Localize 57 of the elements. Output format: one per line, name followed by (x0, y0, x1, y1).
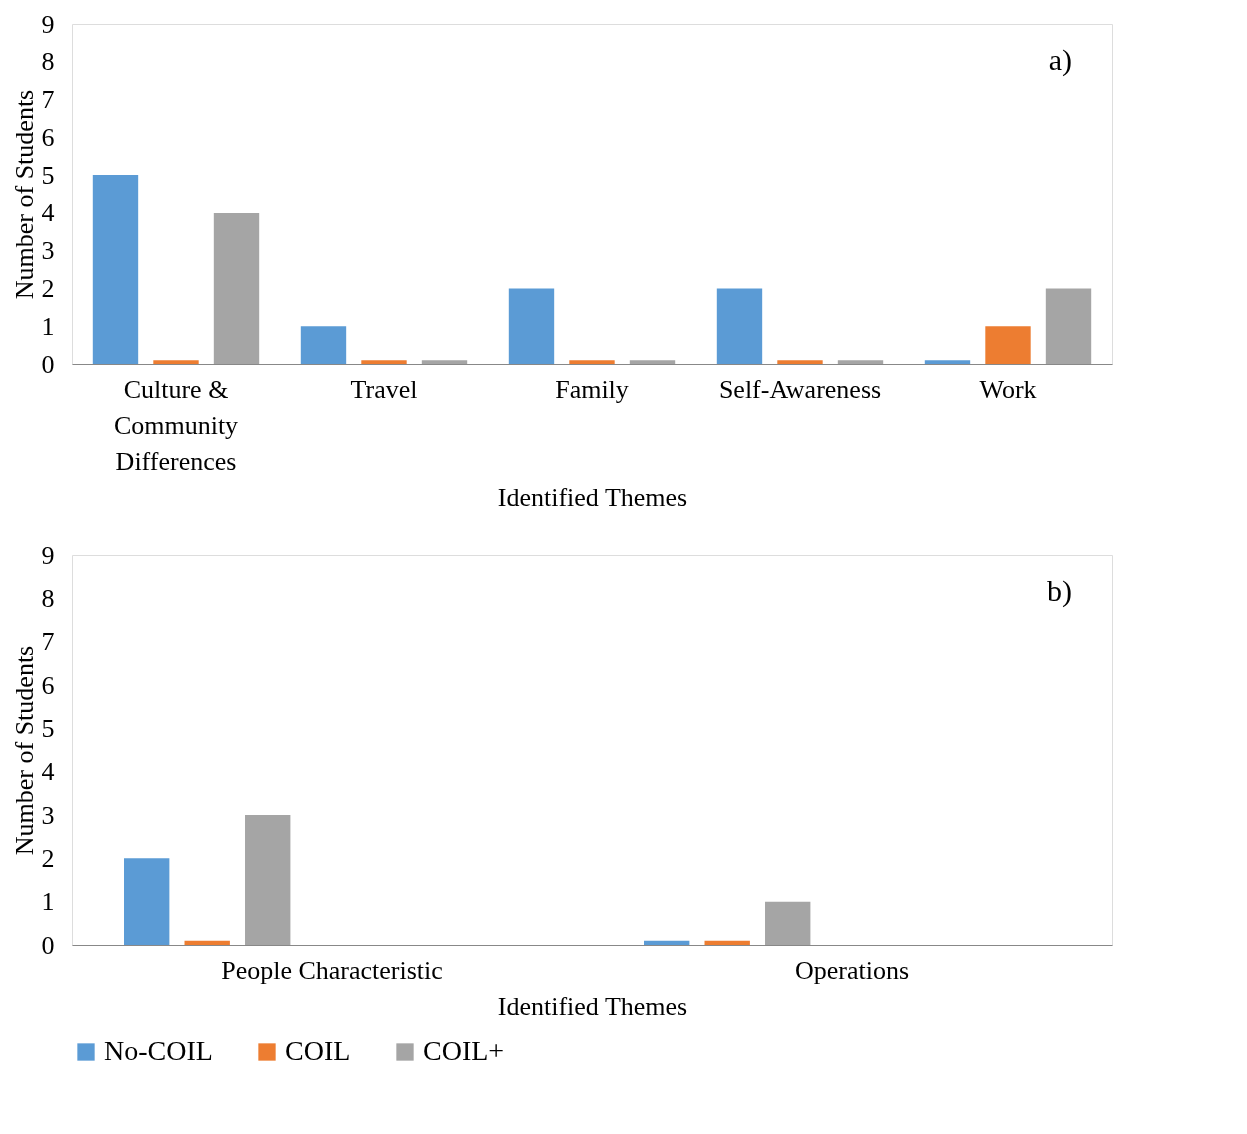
legend-label: COIL+ (423, 1035, 505, 1066)
bar (245, 815, 291, 945)
bar (213, 212, 260, 364)
x-tick-label: Culture & Community Differences (113, 374, 239, 476)
y-tick-label: 3 (41, 800, 55, 830)
y-tick-label: 6 (41, 670, 55, 700)
y-axis-title: Number of Students (9, 645, 39, 856)
y-tick-label: 7 (41, 627, 55, 657)
x-tick-label: Work (979, 374, 1037, 404)
bar (421, 360, 468, 364)
y-tick-label: 6 (41, 122, 55, 152)
y-tick-label: 7 (41, 85, 55, 115)
x-axis-title: Identified Themes (497, 991, 688, 1021)
y-tick-label: 9 (41, 9, 55, 39)
x-tick-label: Operations (794, 955, 910, 985)
bar (924, 360, 971, 364)
x-tick-label: People Characteristic (221, 955, 443, 985)
bar (985, 326, 1031, 364)
y-tick-label: 5 (41, 713, 55, 743)
legend-label: COIL (285, 1035, 351, 1066)
bar (153, 360, 199, 364)
y-tick-label: 3 (41, 236, 55, 266)
y-tick-label: 2 (41, 273, 55, 303)
bar (765, 901, 811, 945)
y-tick-label: 0 (41, 930, 55, 960)
bar (1045, 288, 1092, 364)
y-tick-label: 8 (41, 583, 55, 613)
x-tick-label: Family (555, 374, 629, 404)
x-axis-title: Identified Themes (497, 482, 688, 512)
bar (644, 940, 690, 945)
bar (508, 288, 555, 364)
bar (629, 360, 676, 364)
bar (92, 175, 139, 364)
y-tick-label: 5 (41, 160, 55, 190)
y-axis-title: Number of Students (9, 89, 39, 300)
y-tick-label: 2 (41, 843, 55, 873)
y-tick-label: 1 (41, 311, 55, 341)
bar (124, 858, 170, 945)
y-tick-label: 8 (41, 47, 55, 77)
bar (569, 360, 615, 364)
bar (361, 360, 407, 364)
y-tick-label: 4 (41, 757, 55, 787)
bar (837, 360, 884, 364)
y-tick-label: 1 (41, 887, 55, 917)
bar (184, 940, 230, 945)
y-tick-label: 9 (41, 540, 55, 570)
bar (716, 288, 763, 364)
bar (704, 940, 750, 945)
y-tick-label: 4 (41, 198, 55, 228)
bar (777, 360, 823, 364)
y-tick-label: 0 (41, 349, 55, 379)
legend-label: No-COIL (104, 1035, 213, 1066)
x-tick-label: Self-Awareness (718, 374, 882, 404)
x-tick-label: Travel (350, 374, 418, 404)
bar (300, 326, 347, 364)
annotation: b) (1047, 574, 1072, 608)
annotation: a) (1048, 43, 1072, 77)
